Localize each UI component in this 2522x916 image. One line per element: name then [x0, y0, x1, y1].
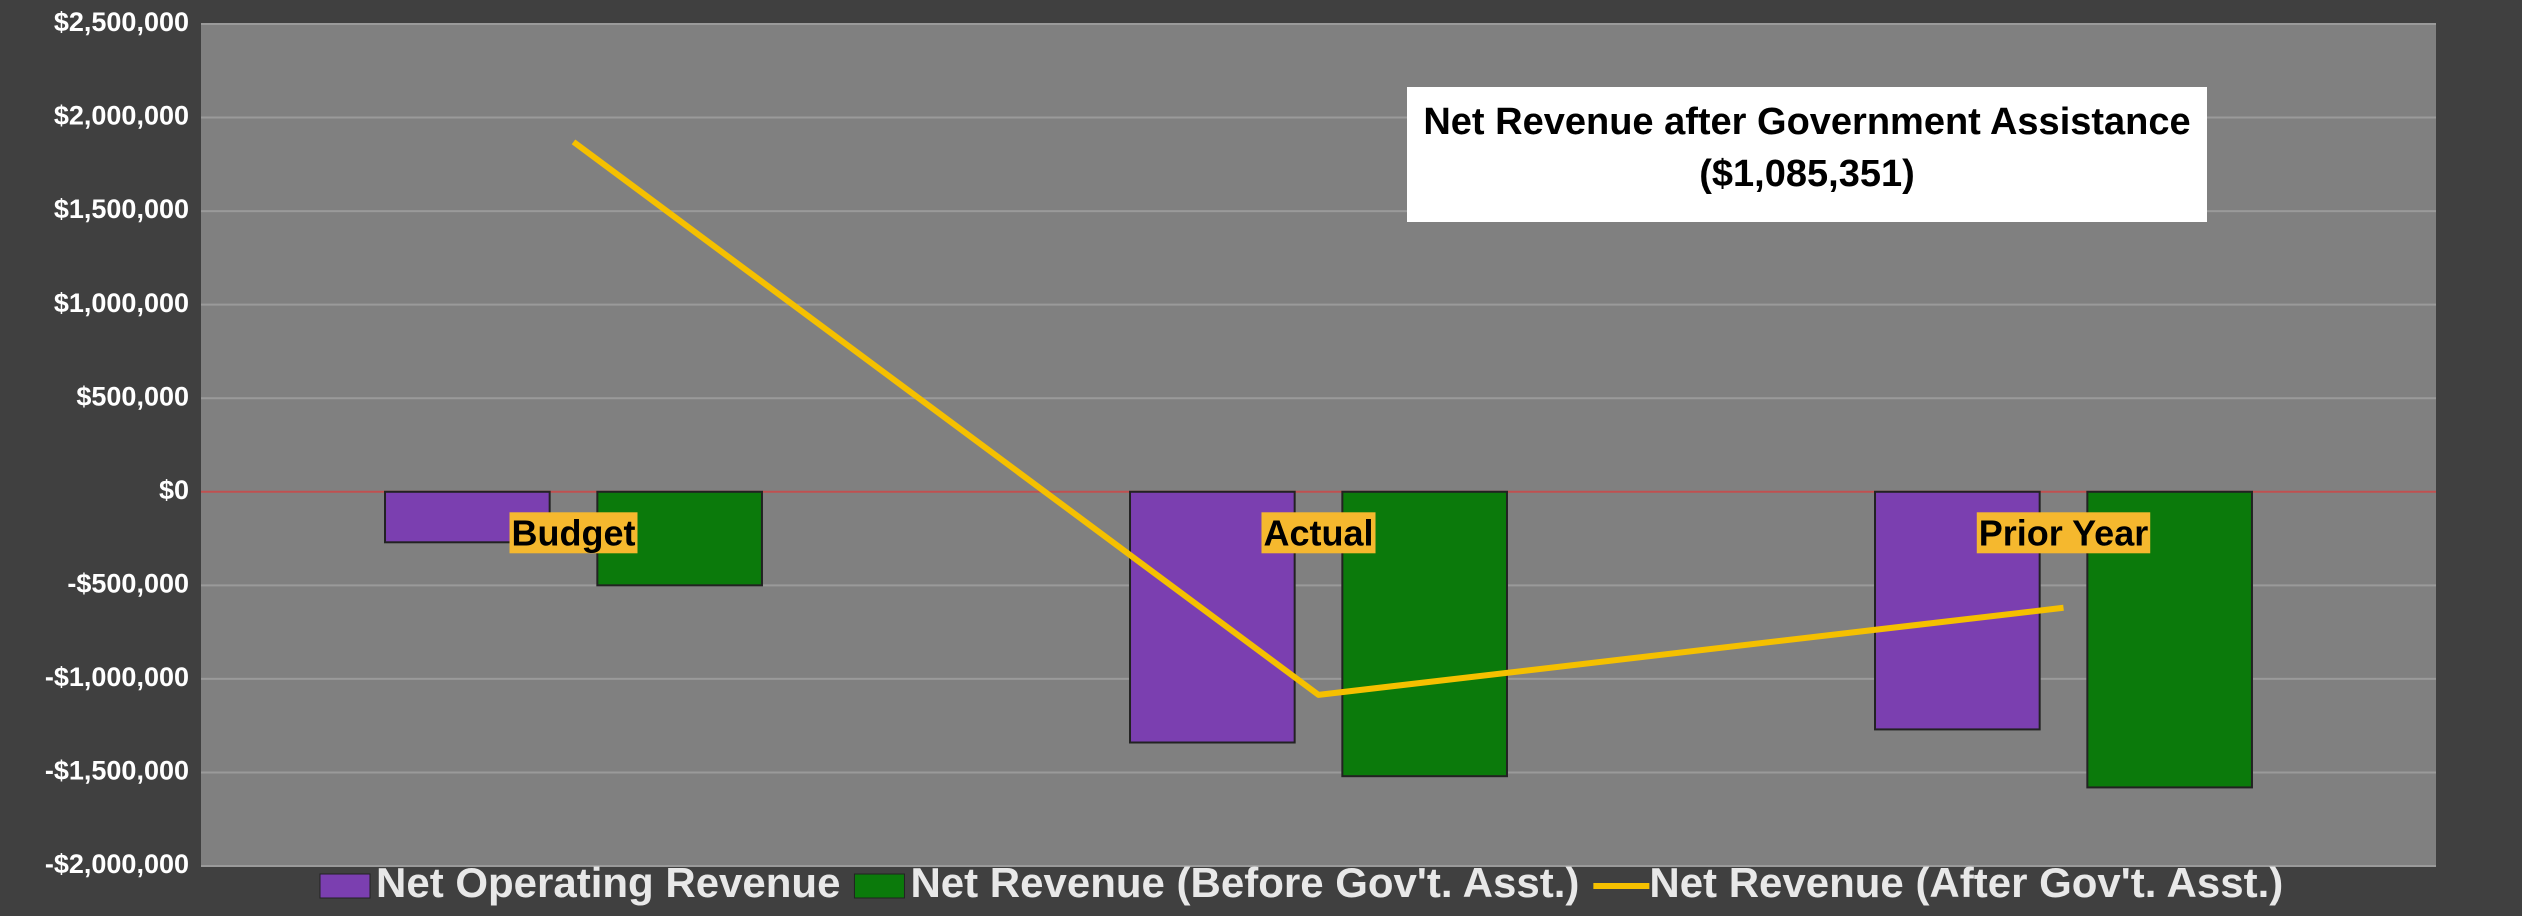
- annotation-text: ($1,085,351): [1699, 153, 1915, 195]
- annotation-text: Net Revenue after Government Assistance: [1423, 101, 2190, 143]
- legend-swatch: [319, 873, 371, 899]
- category-label-bg: [1976, 512, 2151, 554]
- line-series: [571, 139, 2064, 698]
- annotation-box: [1407, 87, 2207, 222]
- y-tick-label: $2,000,000: [54, 101, 189, 131]
- y-tick-label: -$500,000: [67, 568, 189, 598]
- category-label: Prior Year: [1979, 512, 2148, 553]
- y-tick-label: $2,500,000: [54, 7, 189, 37]
- category-label-bg: [509, 512, 638, 554]
- legend-swatch: [853, 873, 905, 899]
- y-tick-label: -$1,500,000: [45, 756, 189, 786]
- legend-label: Net Revenue (After Gov't. Asst.): [1649, 859, 2283, 906]
- y-tick-label: $500,000: [76, 381, 189, 411]
- category-label-bg: [1261, 512, 1376, 554]
- y-tick-label: -$1,000,000: [45, 662, 189, 692]
- category-label: Budget: [512, 512, 636, 553]
- legend: Net Operating Revenue Net Revenue (Before…: [319, 859, 2283, 906]
- y-tick-label: $0: [159, 475, 189, 505]
- y-tick-label: $1,500,000: [54, 194, 189, 224]
- legend-label: Net Revenue (Before Gov't. Asst.): [910, 859, 1579, 906]
- y-tick-label: $1,000,000: [54, 288, 189, 318]
- y-tick-label: -$2,000,000: [45, 849, 189, 879]
- category-label: Actual: [1263, 512, 1373, 553]
- legend-label: Net Operating Revenue: [376, 859, 840, 906]
